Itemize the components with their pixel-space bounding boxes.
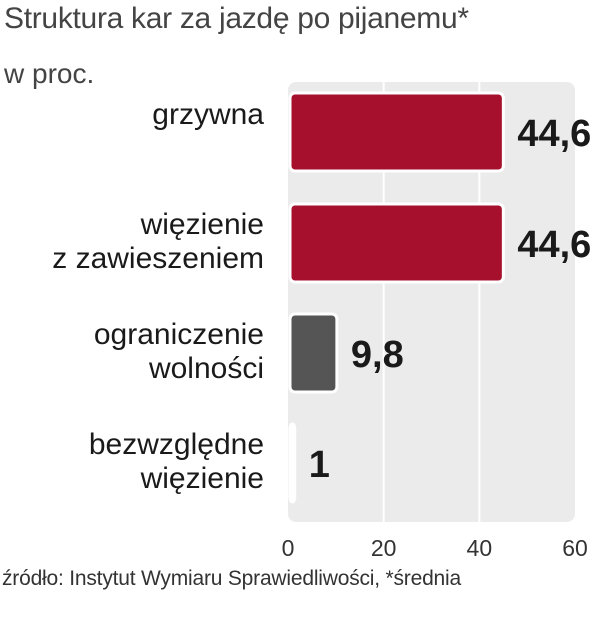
bar	[288, 312, 339, 394]
bar	[288, 422, 297, 504]
x-tick-label: 40	[467, 535, 493, 561]
category-label: wolności	[148, 352, 264, 385]
category-label: ograniczenie	[94, 318, 264, 351]
chart-subtitle: w proc.	[4, 58, 95, 89]
value-label: 44,6	[517, 224, 591, 266]
x-tick-label: 60	[562, 535, 588, 561]
x-tick-label: 0	[282, 535, 295, 561]
chart-title: Struktura kar za jazdę po pijanemu*	[4, 2, 469, 35]
bar	[288, 202, 505, 284]
category-label: więzienie	[140, 462, 264, 495]
value-label: 1	[309, 444, 330, 486]
x-axis-ticks: 0 20 40 60	[282, 535, 588, 561]
source-note: źródło: Instytut Wymiaru Sprawiedliwości…	[2, 567, 461, 590]
bars	[288, 91, 505, 504]
category-label: grzywna	[152, 98, 264, 131]
category-label: więzienie	[140, 208, 264, 241]
x-tick-label: 20	[371, 535, 397, 561]
value-label: 9,8	[351, 334, 404, 376]
category-label: z zawieszeniem	[52, 242, 264, 275]
plot-background	[288, 82, 575, 522]
value-label: 44,6	[517, 113, 591, 155]
bar	[288, 91, 505, 173]
category-label: bezwzględne	[89, 428, 264, 461]
